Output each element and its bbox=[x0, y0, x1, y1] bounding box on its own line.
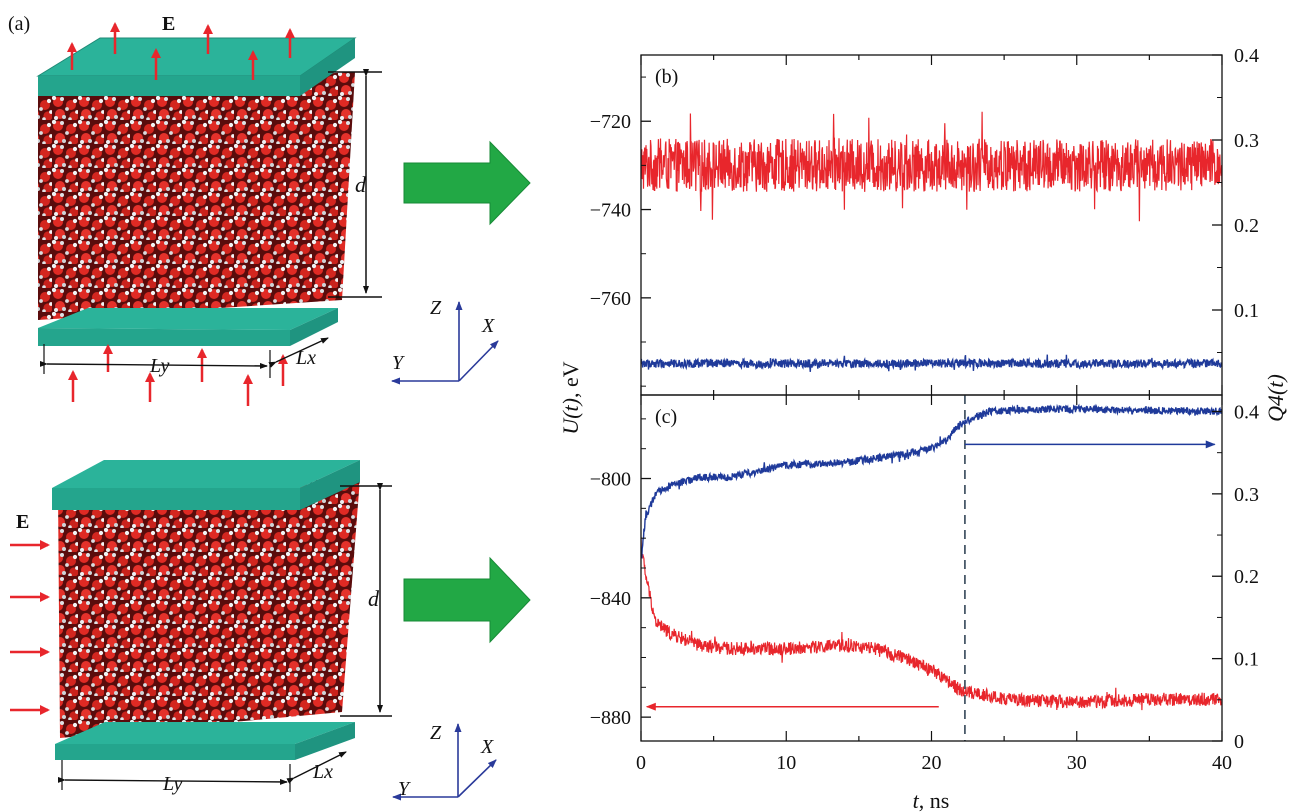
right-tick-label: 0.1 bbox=[1234, 649, 1259, 671]
series-line-c-right bbox=[641, 403, 1222, 559]
panel-a-top: (a) E d bbox=[8, 13, 531, 406]
field-label-bottom: E bbox=[16, 511, 29, 533]
y-left-axis-title: U(t), eV bbox=[558, 361, 583, 434]
y-axis-label-bottom: Y bbox=[398, 778, 411, 800]
top-electrode-edge bbox=[38, 76, 300, 96]
x-axis-title-var: t bbox=[913, 788, 920, 812]
panel-a-label: (a) bbox=[8, 13, 30, 35]
x-tick-label: 30 bbox=[1067, 752, 1087, 774]
x-axis-arrow-2 bbox=[457, 759, 497, 798]
x-tick-label: 20 bbox=[922, 752, 942, 774]
field-arrows-top bbox=[67, 22, 295, 80]
field-arrows-bottom bbox=[68, 344, 288, 406]
left-tick-label: −740 bbox=[590, 200, 631, 222]
water-slab-top bbox=[38, 72, 355, 320]
ly-label-top: Ly bbox=[149, 355, 170, 377]
top-electrode-side-2 bbox=[300, 460, 360, 510]
flow-arrow-top bbox=[403, 140, 531, 226]
right-tick-label: 0 bbox=[1234, 731, 1244, 753]
top-electrode-plate bbox=[36, 37, 357, 77]
x-axis-label-bottom: X bbox=[480, 736, 494, 758]
z-axis-label-bottom: Z bbox=[430, 722, 442, 744]
right-tick-label: 0.3 bbox=[1234, 484, 1259, 506]
bottom-electrode-edge bbox=[38, 328, 290, 346]
right-tick-label: 0.3 bbox=[1234, 130, 1259, 152]
x-tick-label: 10 bbox=[776, 752, 796, 774]
y-right-axis-title: Q4(t) bbox=[1263, 374, 1288, 422]
right-tick-label: 0.4 bbox=[1234, 401, 1259, 423]
bottom-electrode-plate bbox=[38, 308, 338, 330]
panel-a-bottom: E d Ly Lx Z X Y bbox=[10, 460, 531, 801]
left-tick-label: −880 bbox=[590, 707, 631, 729]
top-electrode-plate-2 bbox=[52, 460, 360, 488]
d-label-top: d bbox=[355, 172, 367, 197]
panel-label-b: (b) bbox=[655, 66, 678, 88]
y-left-axis-title-var: U(t) bbox=[558, 398, 583, 435]
panel-label-c: (c) bbox=[655, 406, 677, 428]
d-label-bottom: d bbox=[368, 586, 380, 611]
series-line-b-right bbox=[641, 354, 1222, 372]
plot-frame-b bbox=[640, 54, 1223, 396]
axes-triad-top bbox=[391, 301, 499, 385]
right-tick-label: 0.1 bbox=[1234, 300, 1259, 322]
x-axis-title-unit: , ns bbox=[919, 788, 950, 812]
field-label-top: E bbox=[162, 13, 175, 35]
left-tick-label: −720 bbox=[590, 111, 631, 133]
y-left-axis-title-unit: , eV bbox=[558, 361, 583, 398]
chart-panel-b: −720 −740 −760 0.4 0.3 0.2 0.1 (b) bbox=[590, 45, 1259, 396]
right-tick-label: 0.4 bbox=[1234, 45, 1259, 67]
z-axis-label-top: Z bbox=[430, 297, 442, 319]
bottom-electrode-side-2 bbox=[295, 722, 355, 760]
top-electrode-side bbox=[300, 38, 355, 96]
top-electrode-edge-2 bbox=[52, 488, 300, 510]
left-tick-label: −840 bbox=[590, 588, 631, 610]
x-tick-label: 40 bbox=[1212, 752, 1232, 774]
ly-label-bottom: Ly bbox=[162, 773, 183, 795]
ly-dimension-line-2 bbox=[57, 776, 288, 785]
chart-shared-labels: t, ns U(t), eV Q4(t) bbox=[558, 361, 1288, 812]
right-tick-label: 0.2 bbox=[1234, 566, 1259, 588]
lx-dimension-line bbox=[268, 337, 329, 368]
lx-dimension-line-2 bbox=[286, 751, 347, 784]
axes-triad-bottom bbox=[392, 723, 497, 801]
lx-label-bottom: Lx bbox=[312, 761, 333, 783]
left-tick-label: −800 bbox=[590, 469, 631, 491]
x-tick-label: 0 bbox=[636, 752, 646, 774]
bottom-electrode-plate-2 bbox=[55, 722, 355, 744]
left-tick-label: −760 bbox=[590, 288, 631, 310]
bottom-electrode-edge-2 bbox=[55, 744, 295, 760]
water-slab-bottom bbox=[58, 478, 360, 738]
field-arrows-side bbox=[10, 540, 50, 715]
ly-dimension-line bbox=[39, 360, 268, 369]
chart-panel-c: −800 −840 −880 0.4 0.3 0.2 0.1 0 0 10 20 30 40 (c) bbox=[590, 394, 1259, 774]
x-axis-label-top: X bbox=[481, 315, 495, 337]
bottom-electrode-side bbox=[290, 308, 338, 346]
x-axis-arrow bbox=[458, 340, 499, 382]
series-line-c-left bbox=[641, 536, 1222, 711]
y-axis-label-top: Y bbox=[392, 352, 405, 374]
right-tick-label: 0.2 bbox=[1234, 215, 1259, 237]
x-axis-title: t, ns bbox=[913, 788, 950, 812]
lx-label-top: Lx bbox=[295, 347, 316, 369]
series-line-b-left bbox=[641, 111, 1222, 222]
flow-arrow-bottom bbox=[403, 556, 531, 644]
